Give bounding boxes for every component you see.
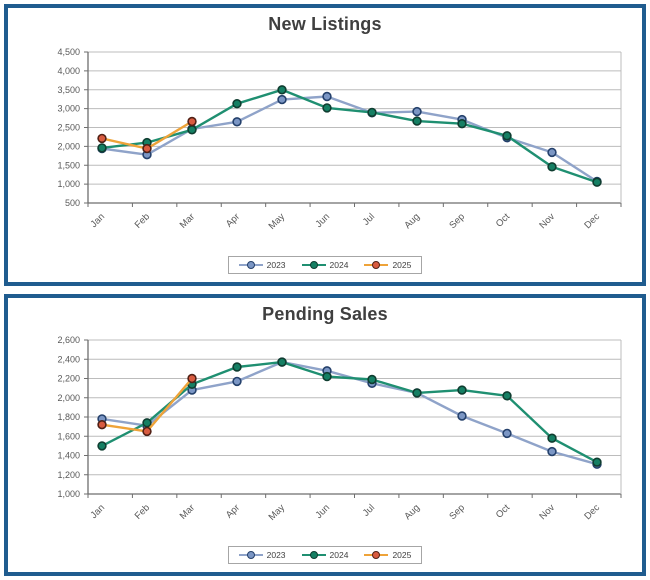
- x-tick-label: Jan: [89, 502, 108, 521]
- marker-2024-Nov: [547, 433, 557, 443]
- marker-2024-Jul: [367, 107, 377, 118]
- x-tick-label: Mar: [178, 211, 197, 230]
- marker-2023-Aug: [412, 106, 422, 117]
- series-line-2024: [100, 88, 599, 184]
- x-tick-label: Jan: [89, 211, 108, 230]
- x-tick-label: Nov: [537, 211, 557, 231]
- marker-2024-Apr: [232, 362, 242, 372]
- pending-sales-plot-area: 2,600 2,400 2,200 2,000 1,800 1,600 1,400 1,200…: [57, 335, 622, 523]
- x-tick-label: Feb: [133, 211, 152, 230]
- marker-2024-Dec: [592, 457, 602, 467]
- x-tick-label: Jun: [314, 502, 333, 521]
- marker-2025-Mar: [187, 373, 197, 384]
- x-tick-label: Dec: [582, 502, 602, 522]
- marker-2024-Jan: [97, 143, 107, 153]
- y-tick-label: 1,000: [57, 489, 80, 499]
- marker-2024-Aug: [412, 116, 422, 126]
- x-tick-label: Oct: [494, 502, 512, 520]
- marker-2024-Aug: [412, 388, 422, 398]
- marker-2024-Jun: [322, 103, 332, 113]
- marker-2025-Feb: [142, 426, 152, 437]
- marker-2025-Mar: [187, 116, 197, 127]
- x-tick-label: Aug: [402, 502, 422, 522]
- y-tick-label: 1,000: [57, 179, 80, 189]
- x-tick-label: Jun: [314, 211, 333, 230]
- marker-2023-Jun: [322, 91, 332, 102]
- y-tick-label: 1,800: [57, 412, 80, 422]
- x-tick-label: Apr: [224, 502, 242, 520]
- y-tick-label: 1,500: [57, 160, 80, 170]
- marker-2024-Dec: [592, 177, 602, 187]
- x-tick-label: May: [267, 502, 288, 523]
- marker-2024-Sep: [457, 385, 467, 395]
- marker-2025-Jan: [97, 133, 107, 144]
- y-tick-label: 2,500: [57, 123, 80, 133]
- x-tick-label: May: [267, 211, 288, 232]
- y-tick-label: 2,000: [57, 141, 80, 151]
- x-tick-label: Jul: [361, 211, 377, 227]
- y-tick-label: 2,000: [57, 393, 80, 403]
- marker-2024-Oct: [502, 131, 512, 141]
- new-listings-chart-panel: New Listings 4,500 4,000 3,500 3,000 2,500 2,…: [4, 4, 646, 286]
- marker-2024-Jan: [97, 441, 107, 451]
- series-line-2024: [100, 360, 599, 464]
- x-tick-label: Sep: [447, 211, 467, 231]
- x-tick-label: Nov: [537, 502, 557, 522]
- y-tick-label: 1,400: [57, 451, 80, 461]
- marker-2023-Apr: [232, 117, 242, 127]
- x-tick-label: Apr: [224, 211, 242, 229]
- marker-2024-Oct: [502, 391, 512, 401]
- marker-2023-Oct: [502, 428, 512, 439]
- marker-2024-Mar: [187, 125, 197, 135]
- y-tick-label: 2,600: [57, 335, 80, 345]
- x-tick-label: Mar: [178, 502, 197, 521]
- y-tick-label: 1,200: [57, 470, 80, 480]
- y-tick-label: 3,500: [57, 85, 80, 95]
- x-tick-label: Feb: [133, 502, 152, 521]
- marker-2024-Jul: [367, 374, 377, 385]
- marker-2025-Jan: [97, 419, 107, 430]
- chart-title: Pending Sales: [262, 304, 388, 324]
- y-tick-label: 3,000: [57, 104, 80, 114]
- marker-2023-May: [277, 94, 287, 105]
- marker-2024-Sep: [457, 118, 467, 129]
- y-tick-label: 500: [65, 198, 80, 208]
- x-tick-label: Jul: [361, 502, 377, 518]
- marker-2023-Apr: [232, 376, 242, 387]
- y-tick-label: 2,200: [57, 374, 80, 384]
- y-tick-label: 4,000: [57, 66, 80, 76]
- marker-2024-Jun: [322, 371, 332, 382]
- y-tick-label: 1,600: [57, 431, 80, 441]
- marker-2023-Sep: [457, 411, 467, 421]
- pending-sales-chart-panel: Pending Sales 2,600 2,400 2,200 2,000 1,800 1…: [4, 294, 646, 576]
- marker-2024-May: [277, 85, 287, 95]
- marker-2025-Feb: [142, 143, 152, 154]
- marker-2024-Apr: [232, 98, 242, 109]
- x-tick-label: Oct: [494, 211, 512, 229]
- x-tick-label: Aug: [402, 211, 422, 231]
- marker-2024-Nov: [547, 162, 557, 172]
- new-listings-plot-area: 4,500 4,000 3,500 3,000 2,500 2,000 1,500 1,000…: [57, 47, 622, 232]
- chart-title: New Listings: [268, 14, 382, 34]
- marker-2023-Nov: [547, 446, 557, 457]
- x-tick-label: Dec: [582, 211, 602, 231]
- marker-2023-Nov: [547, 147, 557, 158]
- y-tick-label: 4,500: [57, 47, 80, 57]
- marker-2024-Feb: [142, 418, 152, 428]
- x-tick-label: Sep: [447, 502, 467, 522]
- y-tick-label: 2,400: [57, 354, 80, 364]
- marker-2024-May: [277, 357, 287, 367]
